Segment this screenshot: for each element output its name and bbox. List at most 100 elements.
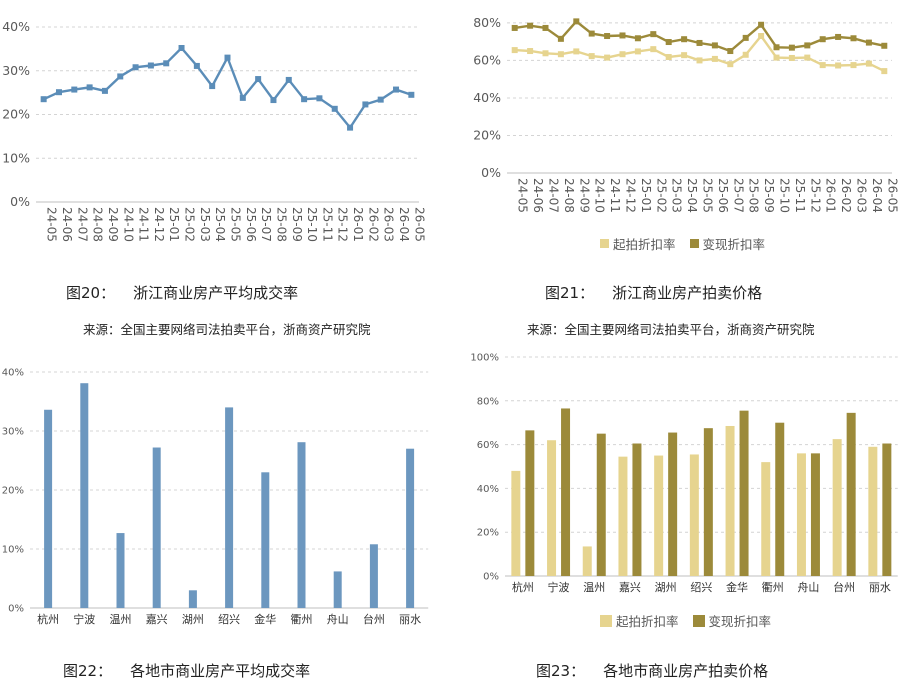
chart-23-ytick-label: 80% [477,396,499,407]
chart-21-ytick-label: 80% [473,15,501,30]
chart-21-xtick-label: 24-11 [608,178,622,213]
chart-20-data-point [270,97,277,104]
chart-23-title: 各地市商业房产拍卖价格 [603,662,769,680]
chart-23-xtick-label: 绍兴 [690,580,712,594]
chart-22-title: 各地市商业房产平均成交率 [130,662,311,680]
chart-21-data-point [650,31,657,38]
chart-20-data-point [224,54,231,61]
chart-22-ytick-label: 40% [2,368,24,379]
chart-20-xtick-label: 25-07 [259,207,273,242]
chart-22-xtick-label: 嘉兴 [146,612,168,626]
chart-21-xtick-label: 25-04 [685,178,699,213]
chart-20-data-point [362,101,369,108]
chart-20-xtick-label: 26-04 [397,207,411,242]
chart-23-xtick-label: 温州 [583,581,605,594]
chart-22-bar [333,571,342,608]
chart-21-ytick-label: 40% [473,90,501,105]
chart-20-xtick-label: 24-11 [137,207,151,242]
chart-21-xtick-label: 24-12 [624,178,638,213]
chart-21-data-point [773,44,780,51]
chart-22-panel: 0% 10% 20% 30% 40% 杭州 宁波 温州 嘉兴 湖州 绍兴 金华 衢州 舟山 台州 丽水 [0,345,440,640]
chart-23-bar [761,462,771,576]
chart-21-data-point [588,30,595,37]
chart-23-bar [689,454,699,576]
chart-23-caption: 图23： 各地市商业房产拍卖价格 [536,660,768,681]
chart-20-data-point [239,94,246,101]
chart-21-xtick-label: 24-08 [562,178,576,213]
legend-swatch-realized [689,239,699,248]
chart-20-data-point [117,73,124,80]
chart-21-xtick-label: 26-05 [885,178,899,213]
chart-21-panel: 0% 20% 40% 60% 80% 24-05 24-06 24-07 24-08 24-09 2… [455,0,900,235]
chart-23-bar [596,433,606,576]
chart-21-data-point [696,57,703,64]
chart-21-data-point [634,35,641,42]
chart-21-data-point [850,35,857,42]
chart-23-bar [618,456,628,576]
chart-23-ytick-label: 40% [477,484,499,495]
chart-23-bar [739,410,749,576]
chart-22-bar [369,544,378,608]
chart-21-data-point [588,53,595,60]
chart-22-xtick-label: 台州 [363,612,385,626]
chart-20-ytick-label: 30% [2,63,30,78]
chart-22-bar [152,447,161,608]
chart-20-data-point [255,76,262,83]
chart-20-xtick-label: 24-05 [45,207,59,242]
chart-20-ytick-label: 10% [2,150,30,165]
chart-22-xtick-label: 绍兴 [218,612,240,626]
chart-22-xtick-label: 舟山 [327,612,349,626]
chart-22-bar [297,442,306,608]
chart-21-fig-number: 图21： [545,284,595,302]
chart-22-ytick-label: 0% [8,604,24,615]
legend-label-start: 起拍折扣率 [613,237,676,252]
chart-20-data-point [193,62,200,69]
chart-21-data-point [835,62,842,69]
chart-22-bar [406,448,415,608]
chart-23-xtick-label: 嘉兴 [619,580,641,594]
chart-23-bar [796,453,806,576]
chart-20-xtick-label: 25-08 [274,207,288,242]
chart-23-xtick-label: 衢州 [762,581,784,594]
chart-23-plot: 0% 20% 40% 60% 80% 100% 杭州 宁波 温州 嘉兴 湖州 绍兴 金华 衢州 舟山 台州 丽水 [470,353,898,594]
chart-21-data-point [881,68,888,75]
chart-23-bar [868,446,878,576]
chart-21-xtick-label: 25-11 [793,178,807,213]
chart-21-xtick-label: 24-05 [516,178,530,213]
chart-21-caption: 图21： 浙江商业房产拍卖价格 [545,282,762,303]
chart-21-xtick-label: 26-04 [870,178,884,213]
chart-21-data-point [727,61,734,68]
chart-22-ytick-label: 30% [2,427,24,438]
chart-21-series-line [514,19,885,53]
chart-21-data-point [804,54,811,61]
chart-20-fig-number: 图20： [66,284,116,302]
chart-20-ytick-label: 40% [2,19,30,34]
chart-22-bar [44,409,53,608]
chart-20-xtick-label: 24-09 [106,207,120,242]
chart-21-data-point [696,39,703,46]
chart-23-ytick-label: 20% [477,528,499,539]
chart-20-xtick-label: 25-10 [305,207,319,242]
chart-21-xtick-label: 26-02 [839,178,853,213]
chart-21-xtick-label: 25-02 [654,178,668,213]
chart-22-xtick-label: 温州 [110,613,132,626]
chart-20-data-point [147,62,154,69]
chart-23-bar [810,453,820,576]
chart-21-xtick-label: 25-05 [701,178,715,213]
chart-21-xtick-label: 25-07 [731,178,745,213]
chart-20-data-point [209,83,216,90]
chart-20-ytick-label: 0% [10,194,30,209]
chart-21-data-point [527,48,534,55]
chart-21-xtick-label: 24-10 [593,178,607,213]
chart-22-xtick-label: 丽水 [399,613,421,626]
chart-21-xtick-label: 24-07 [547,178,561,213]
legend-item-start-23: 起拍折扣率 [600,611,679,630]
chart-23-xtick-label: 金华 [726,580,748,594]
chart-21-data-point [634,48,641,55]
legend-swatch-realized-23 [692,614,705,627]
chart-21-xtick-label: 24-06 [531,178,545,213]
chart-20-data-point [101,87,108,94]
chart-21-data-point [665,54,672,61]
chart-21-data-point [542,50,549,57]
chart-20-xtick-label: 25-02 [183,207,197,242]
